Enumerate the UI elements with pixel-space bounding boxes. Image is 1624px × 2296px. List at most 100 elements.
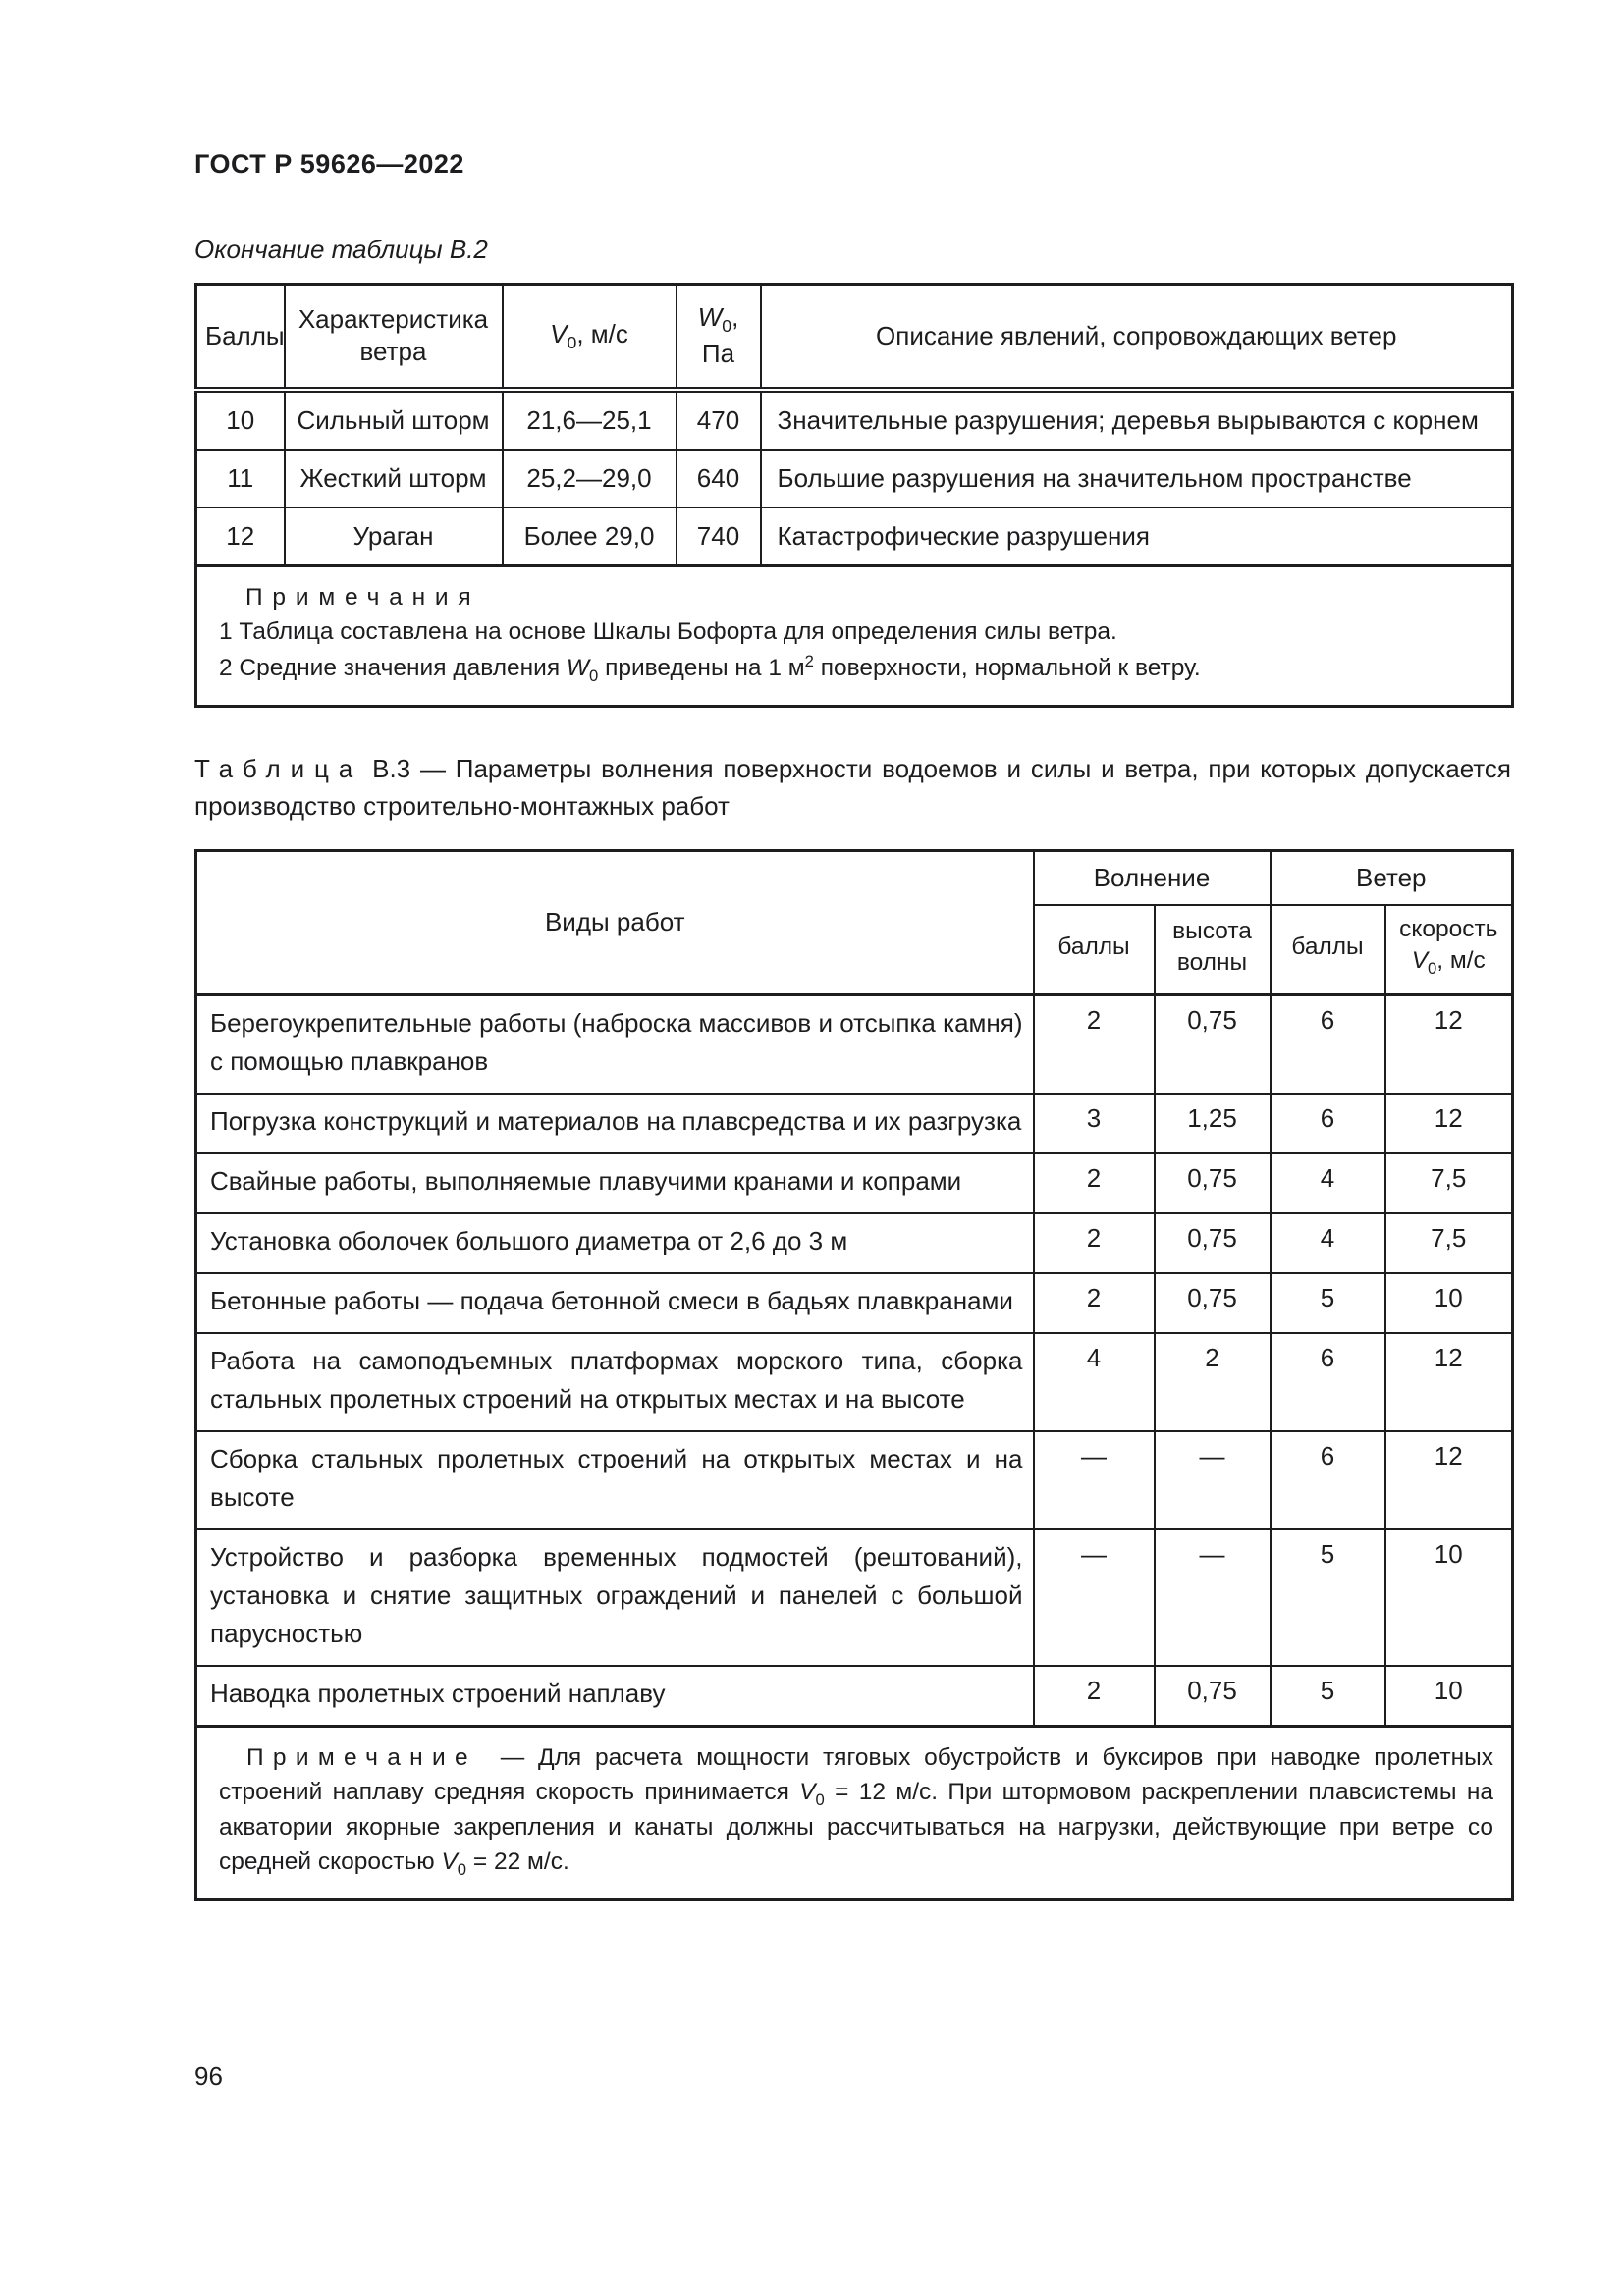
table-b3-note-row: Примечание — Для расчета мощности тяговы…: [194, 1724, 1514, 1901]
cell-wave-height: —: [1153, 1429, 1272, 1530]
cell-wave-height: 0,75: [1153, 1664, 1272, 1728]
v-subscript: 0: [457, 1859, 467, 1879]
table-row: 11 Жесткий шторм 25,2—29,0 640 Большие р…: [194, 448, 1514, 508]
cell-balls: 11: [194, 448, 286, 508]
cell-pressure: 470: [675, 388, 762, 451]
cell-wind-speed: 10: [1383, 1527, 1514, 1667]
cell-wind-balls: 6: [1269, 1092, 1386, 1154]
cell-wave-balls: 2: [1032, 993, 1156, 1095]
speed-word: скорость: [1399, 916, 1498, 943]
table-row: 10 Сильный шторм 21,6—25,1 470 Значитель…: [194, 388, 1514, 451]
cell-wind-speed: 12: [1383, 1429, 1514, 1530]
note-text: = 12 м/с. При штормовом раскреплении пла…: [219, 1778, 1494, 1875]
w-comma: ,: [731, 302, 739, 332]
cell-wave-balls: 2: [1032, 1151, 1156, 1214]
table-b3-caption: Таблица В.3 — Параметры волнения поверхно…: [194, 751, 1511, 825]
cell-wind-balls: 6: [1269, 993, 1386, 1095]
cell-description: Большие разрушения на значительном прост…: [759, 448, 1514, 508]
cell-wind-speed: 12: [1383, 993, 1514, 1095]
v-symbol: V: [550, 318, 568, 348]
cell-pressure: 640: [675, 448, 762, 508]
note2-text: поверхности, нормальной к ветру.: [813, 654, 1201, 681]
cell-balls: 10: [194, 388, 286, 451]
cell-wind-balls: 5: [1269, 1271, 1386, 1334]
v-symbol: V: [799, 1778, 816, 1805]
table-row: Погрузка конструкций и материалов на пла…: [194, 1092, 1514, 1154]
cell-wave-height: 0,75: [1153, 1211, 1272, 1274]
note-item-1: 1 Таблица составлена на основе Шкалы Боф…: [219, 617, 1117, 645]
note2-text: 2 Средние значения давления: [219, 654, 567, 681]
col-header-work-types: Виды работ: [194, 849, 1035, 996]
table-b2-continuation-caption: Окончание таблицы В.2: [194, 235, 488, 264]
cell-wave-balls: 2: [1032, 1664, 1156, 1728]
table-row: 12 Ураган Более 29,0 740 Катастрофически…: [194, 506, 1514, 567]
cell-wave-balls: 3: [1032, 1092, 1156, 1154]
cell-wind-speed: 7,5: [1383, 1211, 1514, 1274]
table-row: Устройство и разборка временных подмосте…: [194, 1527, 1514, 1667]
note-item-2: 2 Средние значения давления W0 приведены…: [219, 650, 1493, 688]
note-text: Для расчета мощности тяговых обустройств…: [219, 1743, 1493, 1805]
cell-wave-height: 0,75: [1153, 1271, 1272, 1334]
cell-work-type: Устройство и разборка временных подмосте…: [194, 1527, 1035, 1667]
table-b2-notes-row: Примечания 1 Таблица составлена на основ…: [194, 563, 1514, 708]
col-header-balls: Баллы: [194, 283, 286, 393]
cell-wave-height: —: [1153, 1527, 1272, 1667]
page-number: 96: [194, 2061, 223, 2091]
v-unit: , м/с: [576, 318, 628, 348]
cell-wave-height: 0,75: [1153, 993, 1272, 1095]
cell-work-type: Работа на самоподъемных платформах морск…: [194, 1331, 1035, 1432]
v-symbol: V: [441, 1847, 458, 1875]
cell-wind-name: Ураган: [283, 506, 504, 567]
cell-wind-name: Жесткий шторм: [283, 448, 504, 508]
cell-work-type: Бетонные работы — подача бетонной смеси …: [194, 1271, 1035, 1334]
note-dash: —: [486, 1743, 539, 1771]
col-header-wind-speed: V0, м/с: [501, 283, 677, 393]
cell-wind-speed: 12: [1383, 1092, 1514, 1154]
note2-text: приведены на 1 м: [598, 654, 805, 681]
cell-wave-height: 0,75: [1153, 1151, 1272, 1214]
table-row: Наводка пролетных строений наплаву 2 0,7…: [194, 1664, 1514, 1728]
cell-wave-balls: 2: [1032, 1211, 1156, 1274]
table-b3-note: Примечание — Для расчета мощности тяговы…: [194, 1724, 1514, 1901]
cell-wave-balls: —: [1032, 1429, 1156, 1530]
table-row: Работа на самоподъемных платформах морск…: [194, 1331, 1514, 1432]
cell-work-type: Сборка стальных пролетных строений на от…: [194, 1429, 1035, 1530]
cell-wind-balls: 4: [1269, 1151, 1386, 1214]
cell-speed-range: Более 29,0: [501, 506, 677, 567]
cell-work-type: Берегоукрепительные работы (наброска мас…: [194, 993, 1035, 1095]
cell-description: Катастрофические разрушения: [759, 506, 1514, 567]
table-row: Сборка стальных пролетных строений на от…: [194, 1429, 1514, 1530]
cell-wind-balls: 5: [1269, 1527, 1386, 1667]
note-text: = 22 м/с.: [466, 1847, 569, 1875]
note-label: Примечание: [246, 1743, 477, 1771]
w-subscript: 0: [722, 316, 732, 337]
table-b3-group-header-row: Виды работ Волнение Ветер: [194, 849, 1514, 996]
cell-wave-balls: 2: [1032, 1271, 1156, 1334]
cell-speed-range: 25,2—29,0: [501, 448, 677, 508]
table-b3: Виды работ Волнение Ветер баллы высота в…: [194, 848, 1515, 1902]
col-header-wave-balls: баллы: [1032, 904, 1156, 996]
group-header-waves: Волнение: [1032, 849, 1272, 907]
note-paragraph: Примечание — Для расчета мощности тяговы…: [219, 1741, 1493, 1882]
v-subscript: 0: [1428, 959, 1437, 979]
cell-description: Значительные разрушения; деревья вырываю…: [759, 388, 1514, 451]
table-b3-sub-header-row: баллы высота волны баллы скорость V0, м/с: [196, 904, 1514, 996]
cell-wind-speed: 7,5: [1383, 1151, 1514, 1214]
table-row: Установка оболочек большого диаметра от …: [194, 1211, 1514, 1274]
w-symbol: W: [566, 654, 590, 681]
table-row: Бетонные работы — подача бетонной смеси …: [194, 1271, 1514, 1334]
cell-wind-speed: 12: [1383, 1331, 1514, 1432]
notes-label: Примечания: [245, 583, 481, 611]
col-header-description: Описание явлений, сопровождающих ветер: [759, 283, 1514, 393]
standard-designation: ГОСТ Р 59626—2022: [194, 149, 464, 179]
group-header-wind: Ветер: [1269, 849, 1514, 907]
w-unit: Па: [701, 339, 735, 369]
cell-speed-range: 21,6—25,1: [501, 388, 677, 451]
col-header-wind-speed: скорость V0, м/с: [1383, 904, 1514, 996]
v-subscript: 0: [567, 333, 577, 353]
col-header-wind-balls: баллы: [1269, 904, 1386, 996]
cell-work-type: Установка оболочек большого диаметра от …: [194, 1211, 1035, 1274]
cell-wind-balls: 5: [1269, 1664, 1386, 1728]
cell-pressure: 740: [675, 506, 762, 567]
